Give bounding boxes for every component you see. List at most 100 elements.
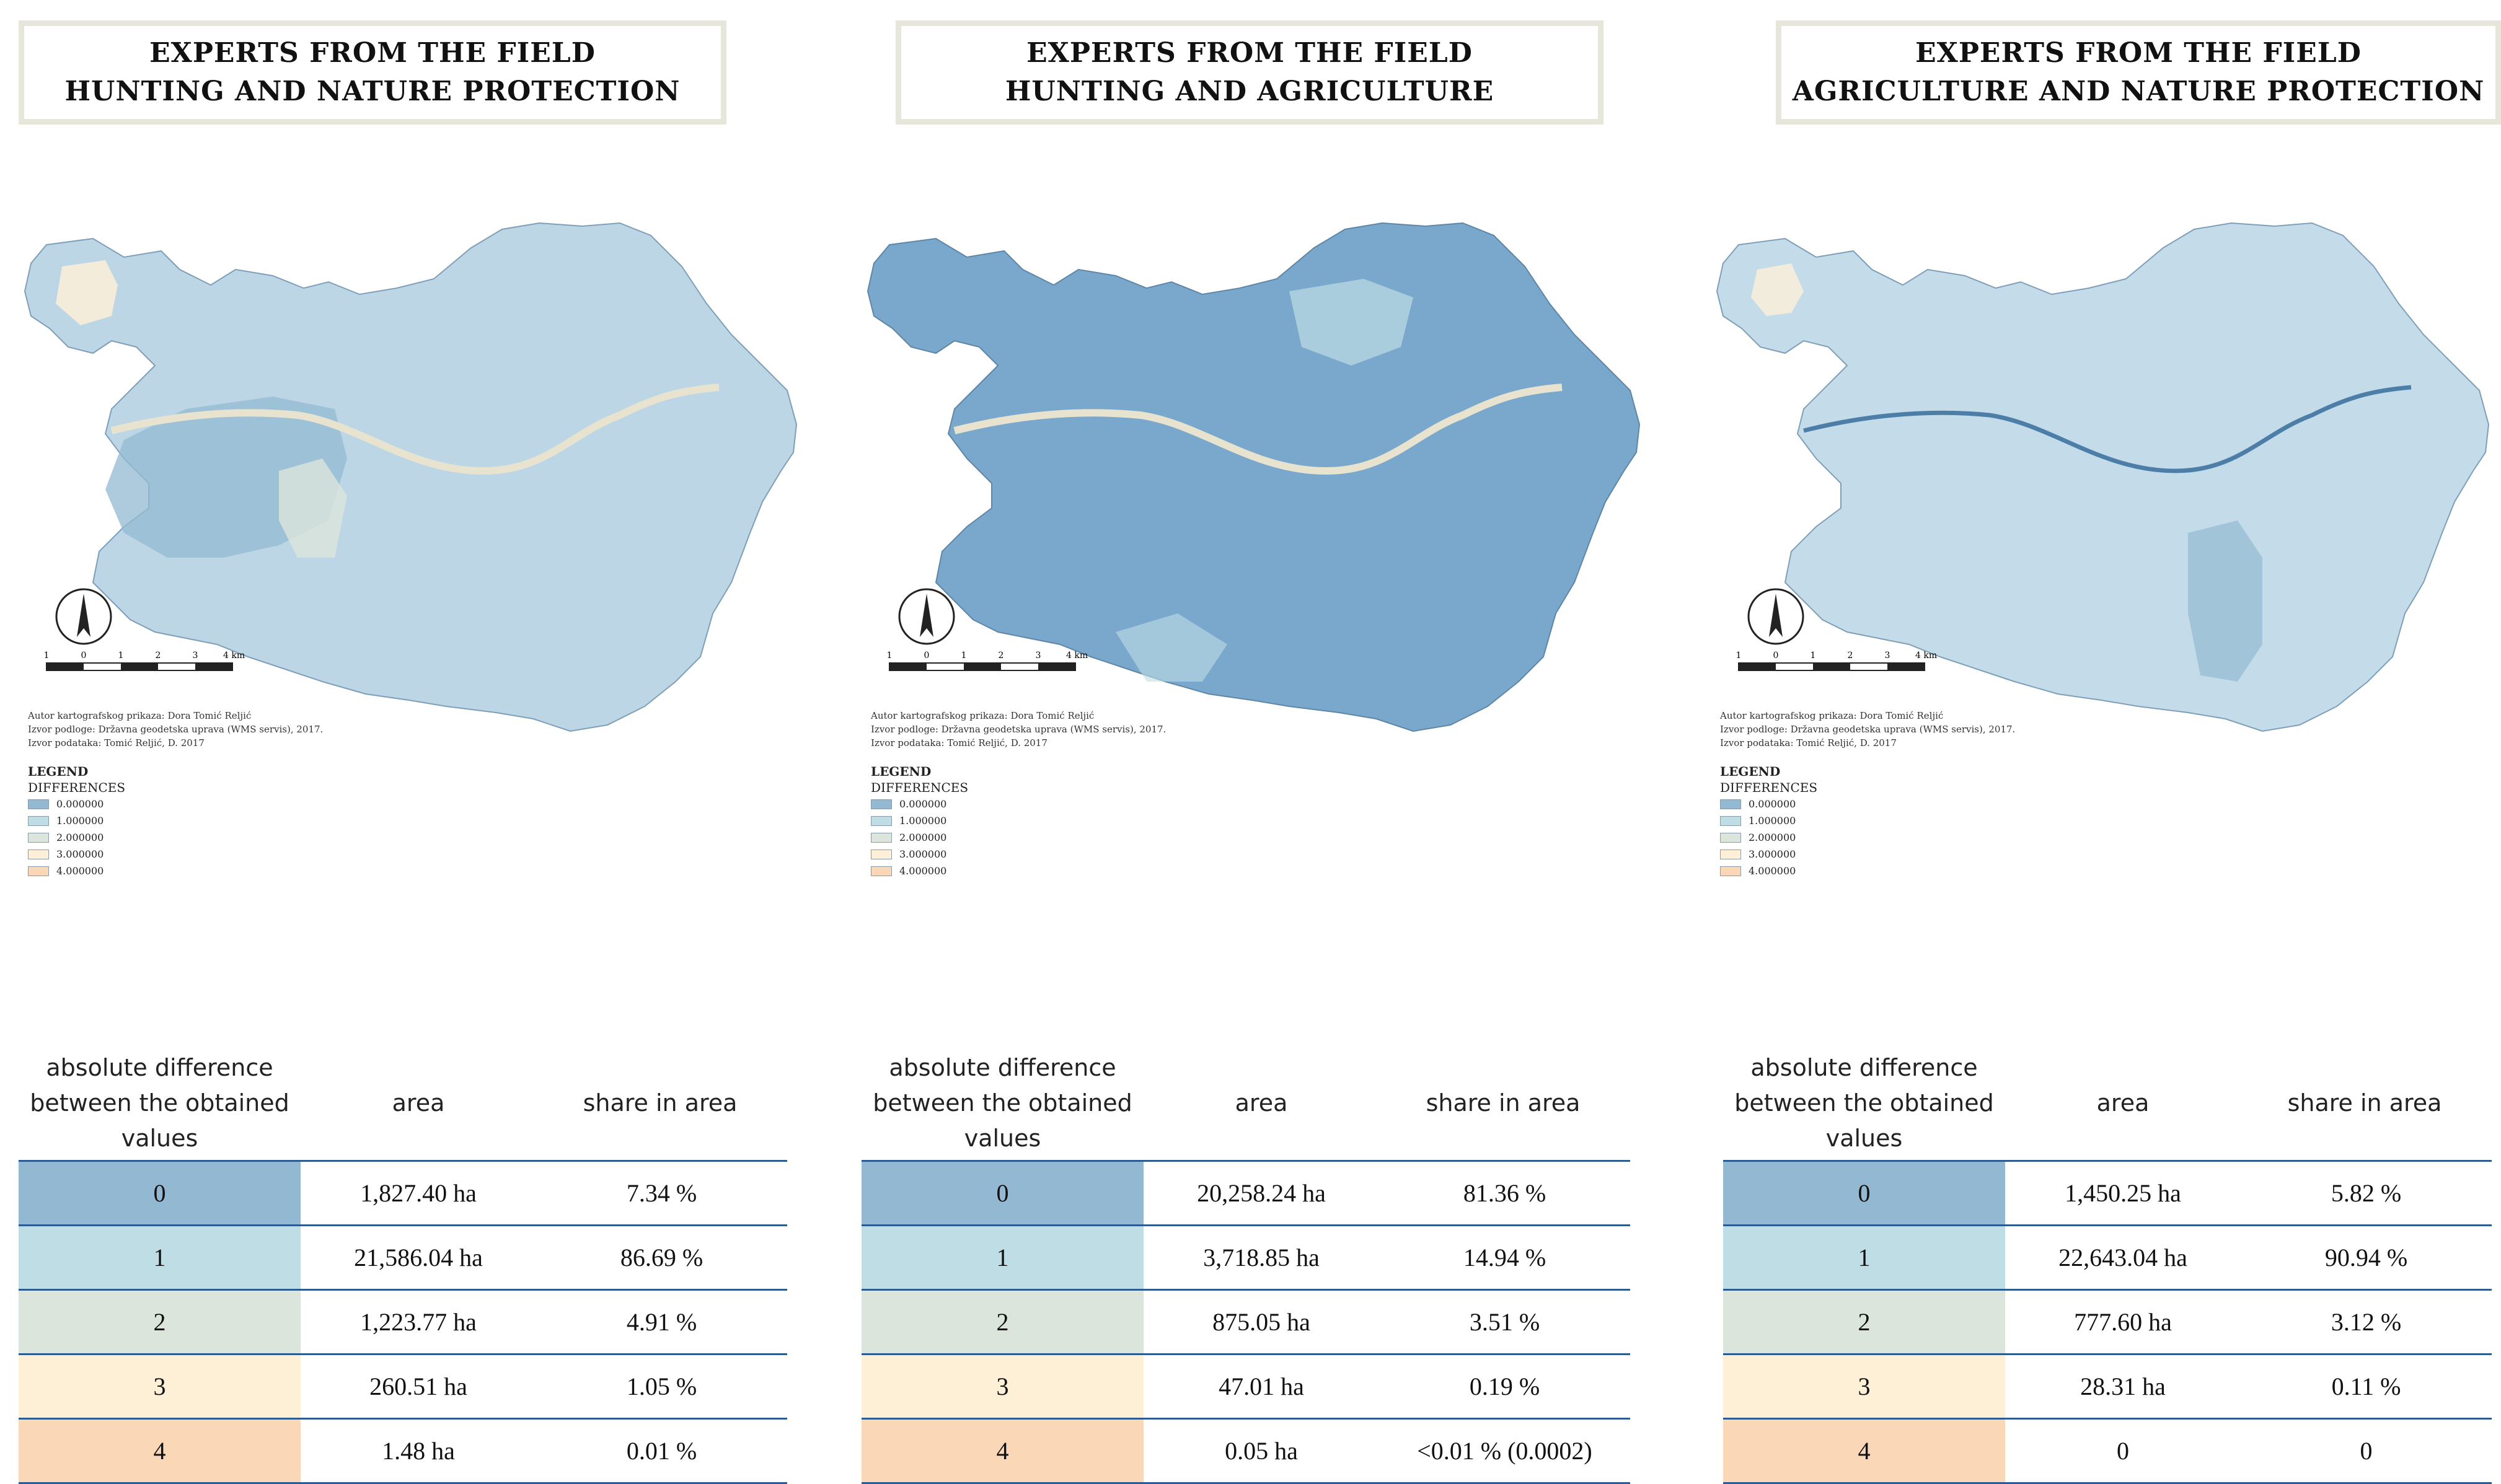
share-value: <0.01 % (0.0002) bbox=[1379, 1420, 1630, 1482]
credit-author: Autor kartografskog prikaza: Dora Tomić … bbox=[28, 710, 252, 721]
credit-data: Izvor podataka: Tomić Reljić, D. 2017 bbox=[1720, 737, 1897, 749]
title-line-2: AGRICULTURE AND NATURE PROTECTION bbox=[1792, 76, 2485, 107]
row-label: 3 bbox=[1723, 1355, 2005, 1418]
area-value: 1,827.40 ha bbox=[301, 1162, 536, 1224]
share-value: 0.11 % bbox=[2241, 1355, 2492, 1418]
legend-swatch bbox=[28, 799, 49, 809]
share-value: 81.36 % bbox=[1379, 1162, 1630, 1224]
legend-item: 1.000000 bbox=[871, 812, 968, 829]
header-line: absolute difference bbox=[1750, 1054, 1978, 1081]
legend-value: 4.000000 bbox=[899, 865, 947, 877]
header-line: between the obtained bbox=[873, 1089, 1132, 1117]
legend-item: 2.000000 bbox=[1720, 829, 1817, 846]
legend-item: 3.000000 bbox=[1720, 846, 1817, 863]
table-header: absolute difference between the obtained… bbox=[862, 1050, 1630, 1159]
table-row: 2 875.05 ha 3.51 % bbox=[862, 1291, 1630, 1355]
legend-swatch bbox=[28, 815, 49, 826]
scale-label: 3 bbox=[1885, 651, 1890, 661]
area-value: 22,643.04 ha bbox=[2005, 1226, 2241, 1289]
legend-value: 1.000000 bbox=[899, 815, 947, 827]
legend-value: 2.000000 bbox=[899, 832, 947, 843]
header-absolute-difference: absolute difference between the obtained… bbox=[19, 1050, 301, 1156]
class-2-patch-southwest bbox=[279, 459, 347, 558]
header-share: share in area bbox=[583, 1089, 738, 1117]
share-value: 4.91 % bbox=[536, 1291, 787, 1353]
difference-map: 1 0 1 2 3 4 km bbox=[867, 222, 1641, 732]
area-value: 0.05 ha bbox=[1144, 1420, 1379, 1482]
river-sava bbox=[953, 384, 1563, 475]
panel-title: EXPERTS FROM THE FIELD HUNTING AND AGRIC… bbox=[896, 20, 1603, 125]
header-absolute-difference: absolute difference between the obtained… bbox=[862, 1050, 1144, 1156]
legend-value: 1.000000 bbox=[1749, 815, 1796, 827]
legend-swatch bbox=[28, 866, 49, 876]
legend-item: 4.000000 bbox=[1720, 863, 1817, 879]
table-row: 2 1,223.77 ha 4.91 % bbox=[19, 1291, 787, 1355]
legend-value: 2.000000 bbox=[1749, 832, 1796, 843]
row-label: 1 bbox=[862, 1226, 1144, 1289]
share-value: 0 bbox=[2241, 1420, 2492, 1482]
area-value: 20,258.24 ha bbox=[1144, 1162, 1379, 1224]
row-label: 3 bbox=[862, 1355, 1144, 1418]
map-credits: Autor kartografskog prikaza: Dora Tomić … bbox=[28, 709, 323, 750]
map-legend: LEGEND DIFFERENCES 0.000000 1.000000 2.0… bbox=[871, 763, 968, 879]
map-credits: Autor kartografskog prikaza: Dora Tomić … bbox=[1720, 709, 2015, 750]
row-label: 4 bbox=[1723, 1420, 2005, 1482]
scale-label: 4 km bbox=[1915, 651, 1937, 661]
row-label: 4 bbox=[19, 1420, 301, 1482]
legend-swatch bbox=[1720, 849, 1741, 859]
panel-hunting-agriculture: EXPERTS FROM THE FIELD HUNTING AND AGRIC… bbox=[843, 0, 1649, 1484]
scale-label: 1 bbox=[1811, 651, 1816, 661]
area-value: 1,223.77 ha bbox=[301, 1291, 536, 1353]
table-row: 1 22,643.04 ha 90.94 % bbox=[1723, 1226, 2492, 1291]
header-line: absolute difference bbox=[46, 1054, 273, 1081]
scale-label: 3 bbox=[1036, 651, 1041, 661]
table-header: absolute difference between the obtained… bbox=[1723, 1050, 2492, 1159]
north-arrow bbox=[898, 588, 955, 645]
table-header: absolute difference between the obtained… bbox=[19, 1050, 787, 1159]
credit-author: Autor kartografskog prikaza: Dora Tomić … bbox=[871, 710, 1095, 721]
share-value: 0.01 % bbox=[536, 1420, 787, 1482]
area-value: 777.60 ha bbox=[2005, 1291, 2241, 1353]
legend-item: 0.000000 bbox=[28, 796, 125, 812]
share-value: 14.94 % bbox=[1379, 1226, 1630, 1289]
area-value: 3,718.85 ha bbox=[1144, 1226, 1379, 1289]
legend-swatch bbox=[871, 849, 892, 859]
share-value: 3.12 % bbox=[2241, 1291, 2492, 1353]
legend-title: LEGEND bbox=[28, 764, 89, 779]
share-value: 5.82 % bbox=[2241, 1162, 2492, 1224]
scale-label: 3 bbox=[193, 651, 198, 661]
area-value: 875.05 ha bbox=[1144, 1291, 1379, 1353]
header-line: values bbox=[1825, 1125, 1903, 1152]
table-row: 0 20,258.24 ha 81.36 % bbox=[862, 1160, 1630, 1226]
share-value: 3.51 % bbox=[1379, 1291, 1630, 1353]
credit-basemap: Izvor podloge: Državna geodetska uprava … bbox=[871, 724, 1167, 735]
scale-bar: 1 0 1 2 3 4 km bbox=[1736, 651, 1937, 671]
row-label: 2 bbox=[862, 1291, 1144, 1353]
table-row: 3 47.01 ha 0.19 % bbox=[862, 1355, 1630, 1420]
legend-item: 0.000000 bbox=[1720, 796, 1817, 812]
class-3-patch-northwest bbox=[1751, 263, 1804, 316]
legend-value: 2.000000 bbox=[56, 832, 104, 843]
scale-label: 0 bbox=[1773, 651, 1779, 661]
panel-agriculture-nature: EXPERTS FROM THE FIELD AGRICULTURE AND N… bbox=[1692, 0, 2501, 1484]
legend-swatch bbox=[28, 849, 49, 859]
credit-author: Autor kartografskog prikaza: Dora Tomić … bbox=[1720, 710, 1944, 721]
row-label: 2 bbox=[1723, 1291, 2005, 1353]
row-label: 1 bbox=[19, 1226, 301, 1289]
area-value: 28.31 ha bbox=[2005, 1355, 2241, 1418]
legend-swatch bbox=[871, 866, 892, 876]
credit-data: Izvor podataka: Tomić Reljić, D. 2017 bbox=[28, 737, 205, 749]
difference-table: 0 1,827.40 ha 7.34 % 1 21,586.04 ha 86.6… bbox=[19, 1160, 787, 1484]
panel-hunting-nature: EXPERTS FROM THE FIELD HUNTING AND NATUR… bbox=[0, 0, 806, 1484]
row-label: 1 bbox=[1723, 1226, 2005, 1289]
river-sava bbox=[1803, 385, 2412, 473]
scale-label: 1 bbox=[44, 651, 50, 661]
row-label: 2 bbox=[19, 1291, 301, 1353]
legend-title: LEGEND bbox=[871, 764, 932, 779]
table-row: 3 28.31 ha 0.11 % bbox=[1723, 1355, 2492, 1420]
area-value: 21,586.04 ha bbox=[301, 1226, 536, 1289]
header-absolute-difference: absolute difference between the obtained… bbox=[1723, 1050, 2005, 1156]
legend-swatch bbox=[1720, 866, 1741, 876]
share-value: 1.05 % bbox=[536, 1355, 787, 1418]
legend-swatch bbox=[28, 832, 49, 843]
